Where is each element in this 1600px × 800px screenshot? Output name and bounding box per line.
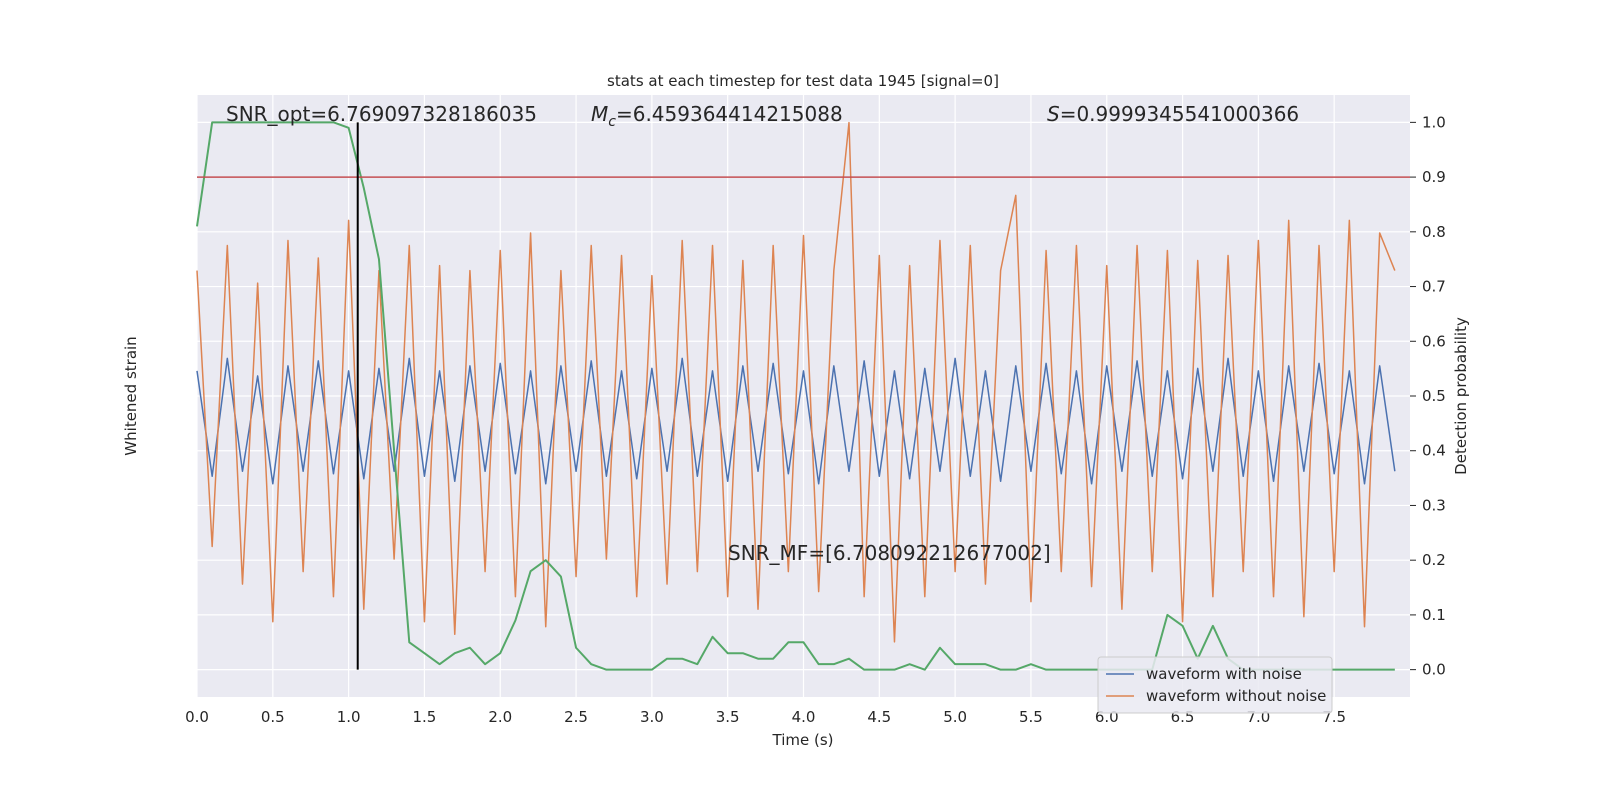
y2-tick-label: 0.8 [1422,223,1446,241]
legend-label: waveform without noise [1146,687,1326,705]
y2-tick-label: 0.5 [1422,387,1446,405]
y2-tick-label: 0.4 [1422,442,1446,460]
y2-tick-label: 0.9 [1422,168,1446,186]
chart-title: stats at each timestep for test data 194… [607,72,999,90]
y2-tick-label: 0.7 [1422,278,1446,296]
x-tick-label: 5.5 [1019,708,1043,726]
annotation-text: =0.9999345541000366 [1060,102,1299,126]
annotation: Mc=6.459364414215088 [591,102,843,130]
x-tick-label: 3.5 [716,708,740,726]
annotation-text: =6.459364414215088 [616,102,843,126]
annotation-text: SNR_MF=[6.708092212677002] [728,541,1051,565]
series-line [196,121,1396,643]
x-tick-label: 4.5 [867,708,891,726]
annotation: SNR_MF=[6.708092212677002] [728,541,1051,565]
series-line [196,121,1395,671]
y2-tick-label: 0.3 [1422,496,1446,514]
y2-tick-label: 0.0 [1422,661,1446,679]
annotation: SNR_opt=6.769097328186035 [226,102,537,126]
legend-label: waveform with noise [1146,665,1302,683]
y2-axis-label: Detection probability [1452,317,1470,475]
annotation-subscript: c [608,114,616,130]
annotation-symbol: S [1047,102,1060,126]
x-tick-label: 2.0 [488,708,512,726]
y2-tick-label: 1.0 [1422,113,1446,131]
x-axis-label: Time (s) [772,731,834,749]
legend-box [1097,656,1333,714]
x-tick-label: 2.5 [564,708,588,726]
y2-tick-label: 0.1 [1422,606,1446,624]
series-line [196,357,1396,485]
x-tick-label: 0.5 [261,708,285,726]
x-tick-label: 3.0 [640,708,664,726]
x-tick-label: 5.0 [943,708,967,726]
annotation-text: SNR_opt=6.769097328186035 [226,102,537,126]
x-tick-label: 1.5 [413,708,437,726]
y2-tick-label: 0.6 [1422,332,1446,350]
y2-tick-label: 0.2 [1422,551,1446,569]
x-tick-label: 1.0 [337,708,361,726]
x-tick-label: 4.0 [792,708,816,726]
annotation: S=0.9999345541000366 [1047,102,1299,126]
annotation-symbol: M [591,102,608,126]
y-axis-label: Whitened strain [122,336,140,455]
x-tick-label: 0.0 [185,708,209,726]
marks [196,121,1410,671]
